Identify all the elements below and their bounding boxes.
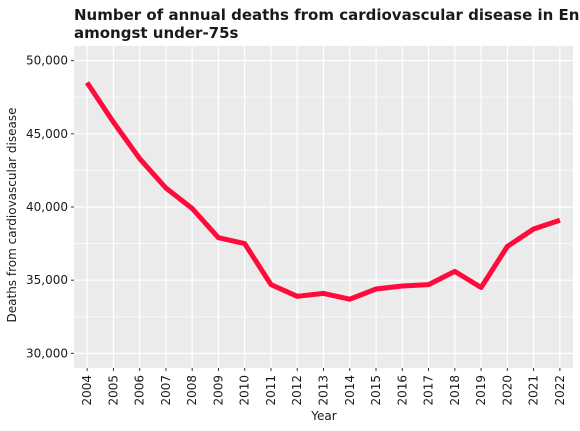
x-tick-label: 2021 [527,375,541,406]
chart-title-line-2: amongst under-75s [74,24,239,42]
x-tick-label: 2022 [553,375,567,406]
y-tick-label: 45,000 [26,127,68,141]
y-tick-label: 35,000 [26,273,68,287]
y-tick-label: 30,000 [26,346,68,360]
x-tick-label: 2004 [80,375,94,406]
x-tick-label: 2013 [317,375,331,406]
x-tick-label: 2019 [474,375,488,406]
x-tick-label: 2012 [290,375,304,406]
x-tick-label: 2011 [264,375,278,406]
x-axis-ticks: 2004 2005 2006 2007 2008 2009 2010 2011 2012 2013… [80,368,567,406]
x-tick-label: 2016 [395,375,409,406]
x-tick-label: 2006 [133,375,147,406]
major-gridlines [74,46,573,368]
x-tick-label: 2010 [238,375,252,406]
chart-title-line-1: Number of annual deaths from cardiovascu… [74,6,580,24]
series-line-0 [85,81,561,302]
x-tick-label: 2007 [159,375,173,406]
x-tick-label: 2015 [369,375,383,406]
x-tick-label: 2020 [500,375,514,406]
x-tick-label: 2017 [422,375,436,406]
x-tick-label: 2014 [343,375,357,406]
y-tick-label: 50,000 [26,54,68,68]
x-tick-label: 2008 [185,375,199,406]
y-axis-ticks: 30,000 35,000 40,000 45,000 50,000 [26,54,74,360]
y-axis-title: Deaths from cardiovascular disease [5,108,19,323]
x-axis-title: Year [310,409,336,423]
x-tick-label: 2005 [106,375,120,406]
series-group [85,81,561,302]
x-tick-label: 2009 [211,375,225,406]
y-tick-label: 40,000 [26,200,68,214]
x-tick-label: 2018 [448,375,462,406]
